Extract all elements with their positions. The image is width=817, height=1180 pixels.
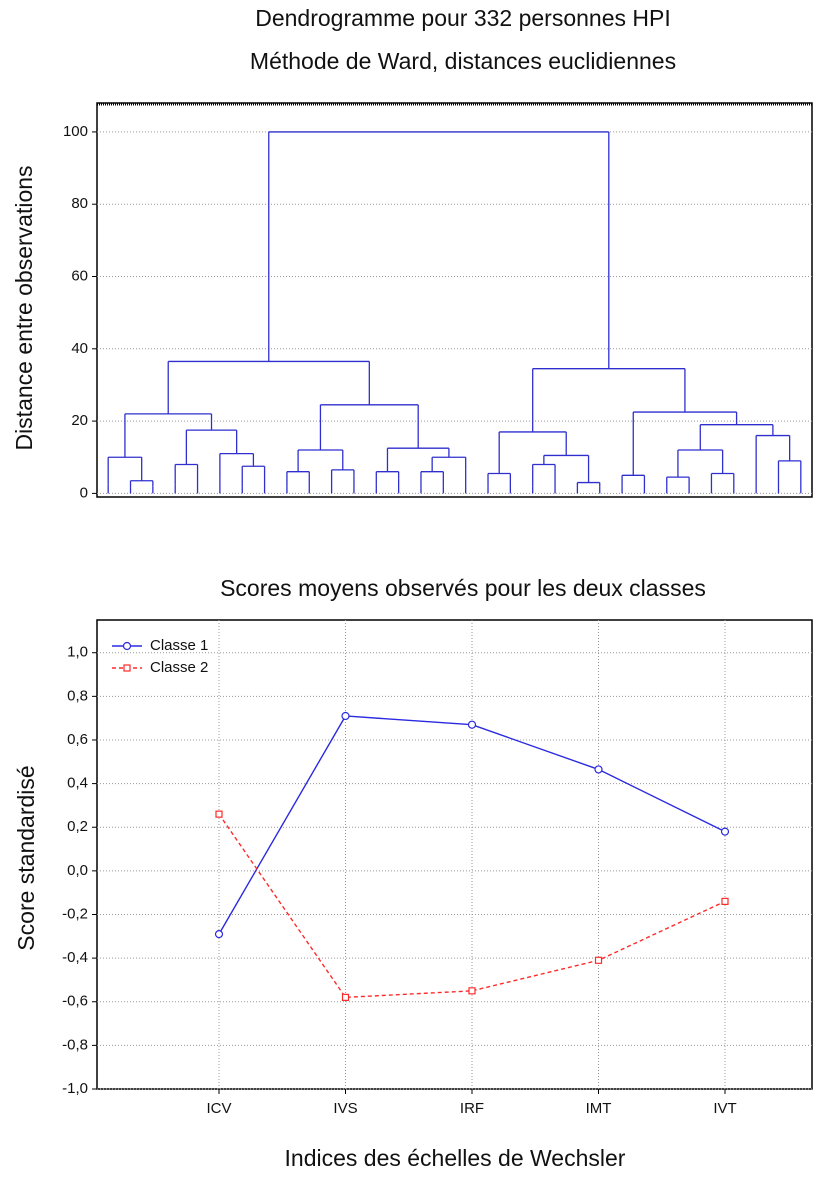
- point: [594, 765, 603, 774]
- y-tick-label: -0,4: [62, 949, 88, 966]
- y-tick-label: -0,8: [62, 1036, 88, 1053]
- point: [720, 827, 730, 836]
- y-tick-label: 0,0: [67, 862, 88, 879]
- y-tick-label: 0,2: [67, 818, 88, 835]
- point: [214, 930, 224, 939]
- chart-subtitle: Méthode de Ward, distances euclidiennes: [250, 48, 676, 74]
- chart-title: Scores moyens observés pour les deux cla…: [220, 575, 706, 601]
- y-tick-label: 0,6: [67, 731, 88, 748]
- y-tick-label: -0,2: [62, 905, 88, 922]
- x-tick-label: IVS: [333, 1100, 357, 1117]
- y-tick-label: 0,4: [67, 775, 88, 792]
- x-axis-label: Indices des échelles de Wechsler: [285, 1145, 626, 1171]
- y-tick-label: 80: [71, 195, 88, 212]
- plot-frame: [96, 619, 813, 1090]
- point: [215, 810, 223, 818]
- y-tick-label: 20: [71, 412, 88, 429]
- x-tick-label: ICV: [206, 1100, 231, 1117]
- y-tick-label: 60: [71, 267, 88, 284]
- legend-label: Classe 2: [150, 659, 208, 676]
- y-tick-label: -0,6: [62, 993, 88, 1010]
- y-tick-label: -1,0: [62, 1080, 88, 1097]
- y-tick-label: 40: [71, 340, 88, 357]
- x-tick-label: IRF: [460, 1100, 484, 1117]
- point: [341, 993, 350, 1001]
- y-tick-label: 1,0: [67, 644, 88, 661]
- y-axis-label: Score standardisé: [13, 765, 39, 950]
- y-tick-label: 100: [63, 123, 88, 140]
- legend-marker: [122, 641, 132, 651]
- legend-marker: [123, 664, 131, 672]
- y-axis-label: Distance entre observations: [11, 165, 37, 450]
- x-tick-label: IMT: [586, 1100, 612, 1117]
- point: [594, 956, 603, 964]
- point: [721, 897, 729, 906]
- point: [341, 711, 350, 721]
- series-line: [218, 715, 726, 935]
- y-tick-label: 0: [80, 484, 88, 501]
- point: [468, 987, 476, 995]
- legend-label: Classe 1: [150, 637, 208, 654]
- chart-title: Dendrogramme pour 332 personnes HPI: [255, 5, 671, 31]
- series-line: [218, 813, 726, 999]
- plot-frame: [96, 102, 813, 498]
- y-tick-label: 0,8: [67, 687, 88, 704]
- point: [467, 720, 477, 729]
- x-tick-label: IVT: [713, 1100, 736, 1117]
